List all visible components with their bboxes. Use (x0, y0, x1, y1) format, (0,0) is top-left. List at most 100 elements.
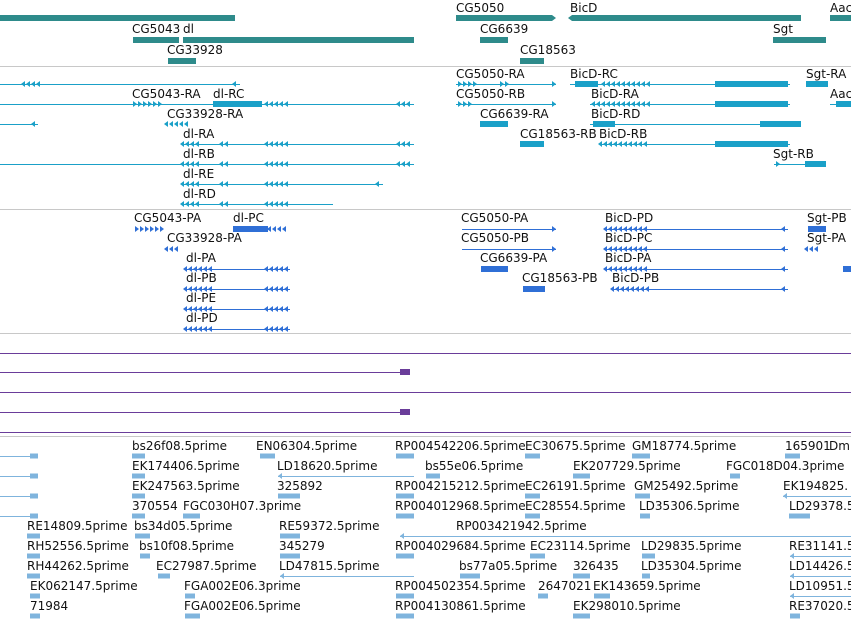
protein-segment[interactable] (164, 246, 168, 252)
transcript-exon[interactable] (264, 201, 268, 207)
transcript-exon[interactable] (174, 121, 178, 127)
est-alignment[interactable] (135, 533, 150, 539)
est-label[interactable]: EC30675.5prime (525, 439, 626, 453)
protein-segment[interactable] (155, 226, 159, 232)
protein-segment[interactable] (279, 286, 283, 292)
transcript-exon[interactable] (621, 101, 625, 107)
transcript-exon[interactable] (375, 181, 379, 187)
transcript-exon[interactable] (264, 101, 268, 107)
transcript-exon[interactable] (473, 81, 477, 87)
protein-segment[interactable] (638, 246, 642, 252)
protein-label[interactable]: dl-PA (186, 251, 216, 265)
gene-span[interactable] (133, 37, 179, 43)
transcript-exon[interactable] (279, 141, 283, 147)
protein-segment[interactable] (274, 266, 278, 272)
transcript-exon[interactable] (636, 101, 640, 107)
protein-segment[interactable] (608, 266, 612, 272)
transcript-exon[interactable] (219, 141, 223, 147)
protein-segment[interactable] (808, 226, 826, 232)
transcript-exon[interactable] (184, 121, 188, 127)
transcript-label[interactable]: dl-RB (183, 147, 215, 161)
protein-segment[interactable] (279, 326, 283, 332)
transcript-exon[interactable] (401, 161, 405, 167)
protein-label[interactable]: BicD-PC (605, 231, 653, 245)
transcript-exon[interactable] (224, 201, 228, 207)
transcript-exon[interactable] (463, 101, 467, 107)
gene-span[interactable] (456, 15, 552, 21)
transcript-exon[interactable] (591, 101, 595, 107)
est-alignment[interactable] (183, 513, 200, 519)
transcript-exon[interactable] (805, 161, 826, 167)
transcript-exon[interactable] (274, 141, 278, 147)
protein-segment[interactable] (603, 226, 607, 232)
protein-segment[interactable] (264, 266, 268, 272)
est-alignment[interactable] (400, 533, 404, 539)
est-label[interactable]: 71984 (30, 599, 69, 613)
transcript-exon[interactable] (641, 81, 645, 87)
transcript-exon[interactable] (26, 81, 30, 87)
protein-segment[interactable] (628, 246, 632, 252)
est-label[interactable]: LD47815.5prime (279, 559, 380, 573)
protein-segment[interactable] (781, 286, 785, 292)
protein-segment[interactable] (481, 266, 508, 272)
protein-segment[interactable] (552, 246, 556, 252)
protein-segment[interactable] (613, 246, 617, 252)
protein-segment[interactable] (198, 306, 202, 312)
transcript-exon[interactable] (179, 121, 183, 127)
protein-segment[interactable] (618, 226, 622, 232)
protein-segment[interactable] (630, 286, 634, 292)
est-label[interactable]: RP004012968.5prime (395, 499, 526, 513)
est-alignment[interactable] (789, 513, 810, 519)
transcript-exon[interactable] (31, 121, 35, 127)
transcript-exon[interactable] (185, 161, 189, 167)
protein-segment[interactable] (633, 266, 637, 272)
protein-label[interactable]: Sgt-PB (807, 211, 847, 225)
protein-segment[interactable] (140, 226, 144, 232)
transcript-exon[interactable] (279, 201, 283, 207)
transcript-label[interactable]: CG6639-RA (480, 107, 549, 121)
gene-span[interactable] (183, 37, 414, 43)
protein-segment[interactable] (188, 286, 192, 292)
protein-segment[interactable] (269, 286, 273, 292)
est-alignment[interactable] (185, 613, 200, 619)
est-alignment[interactable] (396, 493, 414, 499)
est-alignment[interactable] (132, 473, 145, 479)
est-label[interactable]: bs10f08.5prime (139, 539, 235, 553)
protein-segment[interactable] (620, 286, 624, 292)
protein-segment[interactable] (643, 226, 647, 232)
protein-label[interactable]: dl-PD (186, 311, 218, 325)
transcript-exon[interactable] (646, 81, 650, 87)
gene-label[interactable]: CG18563 (520, 43, 576, 57)
protein-label[interactable]: dl-PB (186, 271, 217, 285)
transcript-exon[interactable] (406, 101, 410, 107)
transcript-exon[interactable] (633, 141, 637, 147)
transcript-exon[interactable] (806, 81, 828, 87)
gene-span[interactable] (0, 15, 235, 21)
protein-label[interactable]: CG5043-PA (134, 211, 202, 225)
transcript-exon[interactable] (715, 141, 788, 147)
transcript-exon[interactable] (500, 81, 504, 87)
transcript-exon[interactable] (190, 201, 194, 207)
protein-segment[interactable] (188, 326, 192, 332)
transcript-exon[interactable] (626, 101, 630, 107)
protein-segment[interactable] (608, 246, 612, 252)
transcript-exon[interactable] (396, 141, 400, 147)
protein-segment[interactable] (284, 266, 288, 272)
protein-segment[interactable] (183, 286, 187, 292)
transcript-exon[interactable] (468, 81, 472, 87)
est-alignment[interactable] (27, 533, 40, 539)
protein-segment[interactable] (628, 226, 632, 232)
est-label[interactable]: GM25492.5prime (634, 479, 739, 493)
transcript-exon[interactable] (638, 141, 642, 147)
transcript-exon[interactable] (284, 101, 288, 107)
protein-segment[interactable] (781, 246, 785, 252)
transcript-exon[interactable] (628, 141, 632, 147)
protein-segment[interactable] (183, 266, 187, 272)
protein-segment[interactable] (274, 326, 278, 332)
transcript-exon[interactable] (760, 121, 801, 127)
protein-segment[interactable] (277, 226, 281, 232)
protein-segment[interactable] (523, 286, 545, 292)
est-label[interactable]: EK062147.5prime (30, 579, 138, 593)
est-label[interactable]: EK174406.5prime (132, 459, 240, 473)
transcript-exon[interactable] (606, 101, 610, 107)
